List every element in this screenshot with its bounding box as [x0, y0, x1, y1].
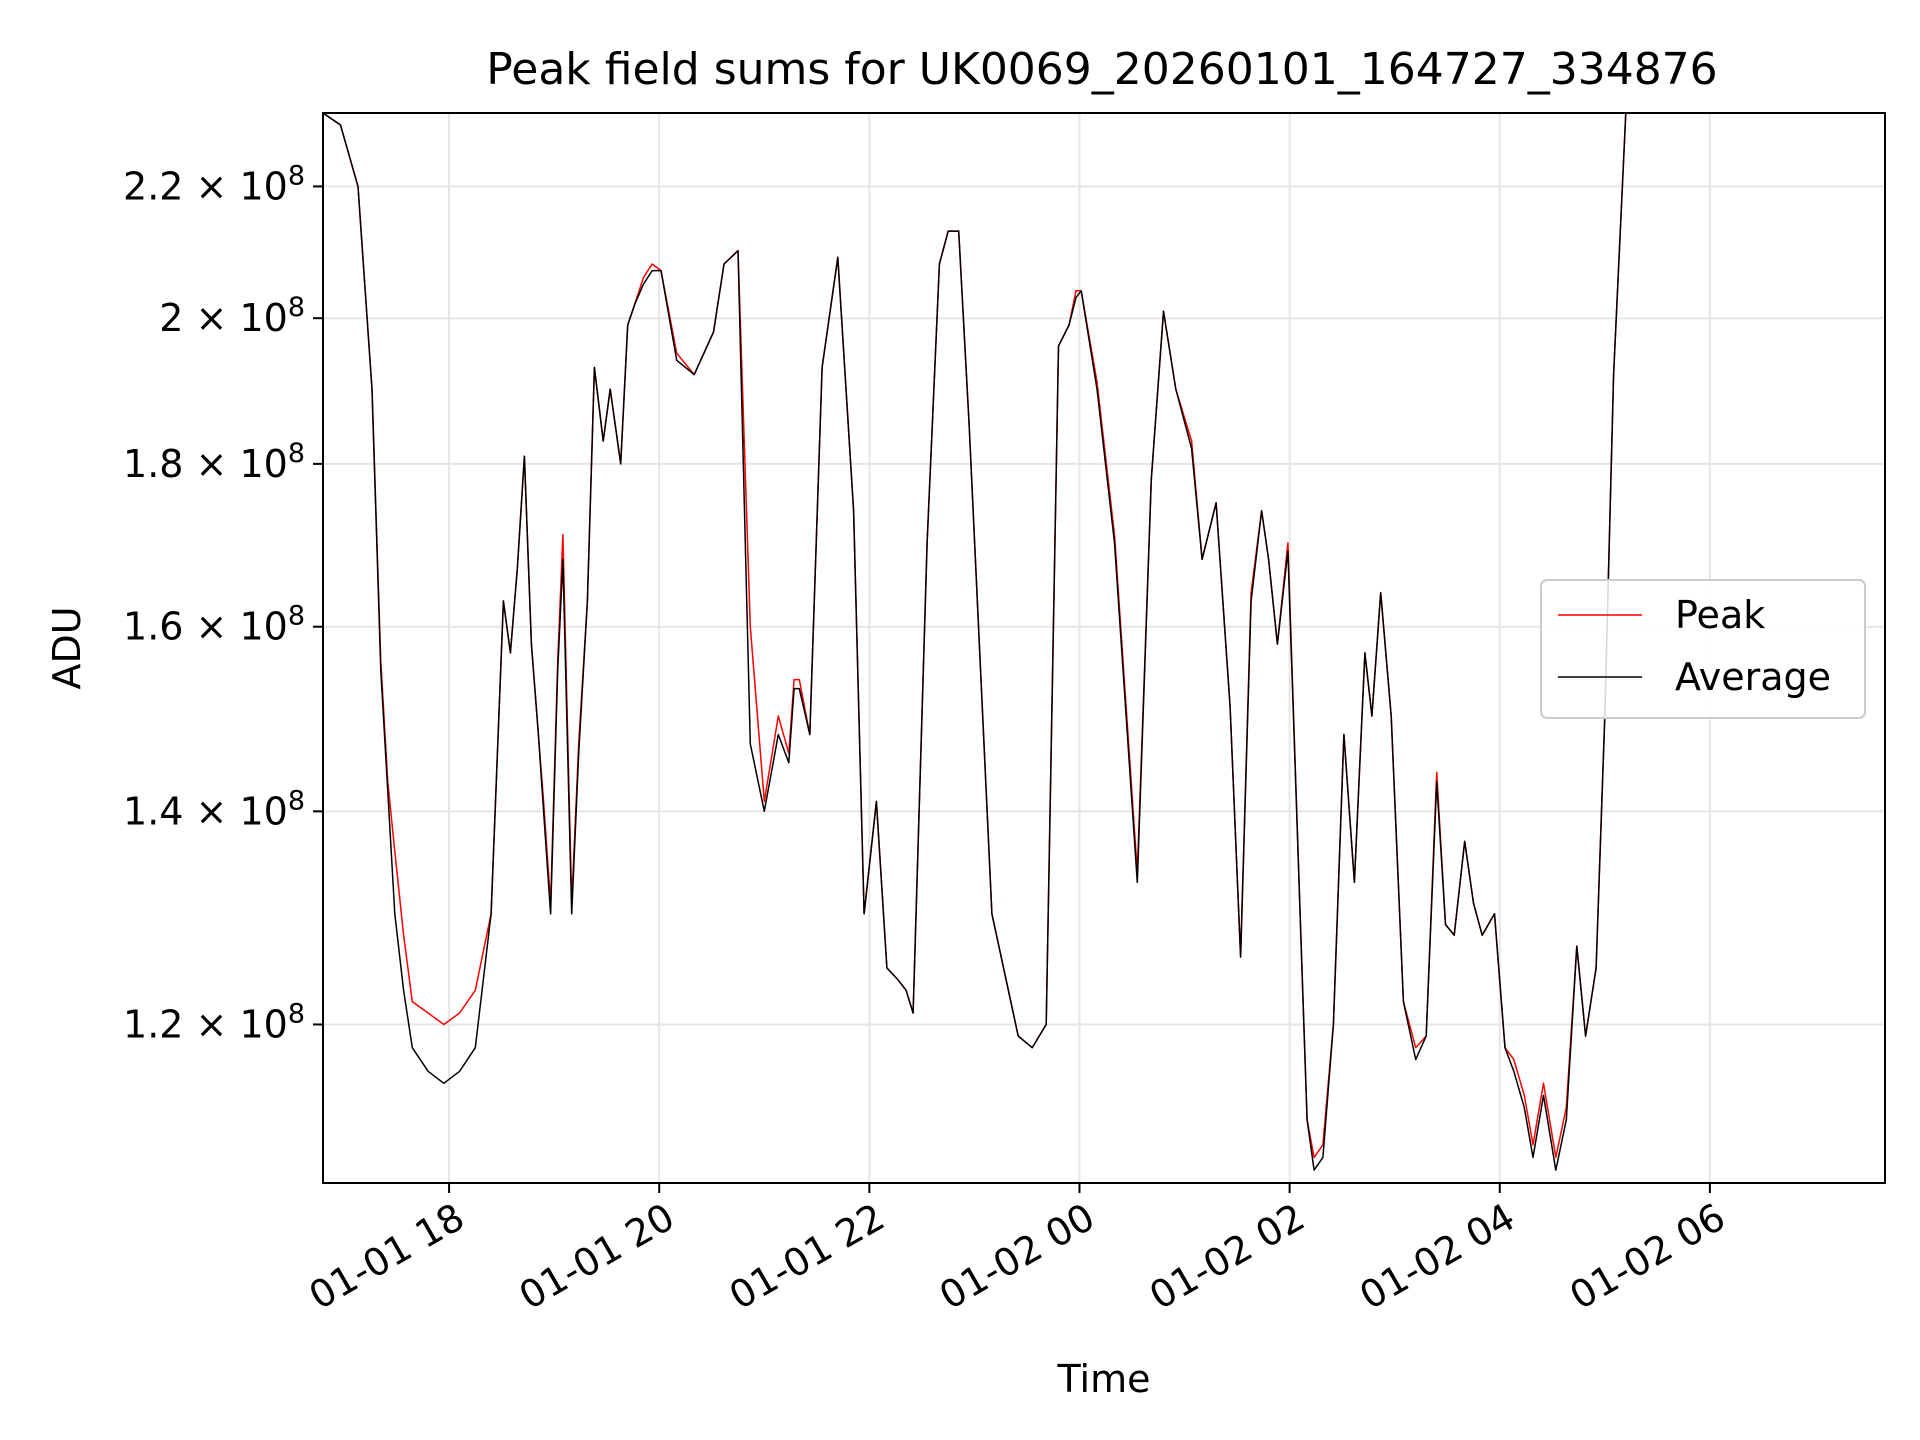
plot-frame — [322, 112, 1886, 1184]
legend-average-label: Average — [1675, 655, 1831, 699]
y-tick-label: 2.2 × 108 — [123, 160, 305, 208]
y-axis-label: ADU — [45, 606, 89, 689]
x-axis-label: Time — [1057, 1357, 1151, 1401]
y-tick-label: 1.8 × 108 — [123, 438, 305, 486]
y-tick-label: 1.2 × 108 — [123, 998, 305, 1046]
y-tick-label: 1.4 × 108 — [123, 785, 305, 833]
y-axis: 1.2 × 108 1.4 × 108 1.6 × 108 1.8 × 108 2 × … — [123, 160, 323, 1046]
chart-title: Peak field sums for UK0069_20260101_1647… — [486, 44, 1717, 95]
legend-peak-label: Peak — [1675, 593, 1765, 637]
series-line-average — [322, 112, 1627, 1171]
y-tick-label: 2 × 108 — [159, 292, 305, 340]
series-layer — [322, 112, 1627, 1171]
legend: Peak Average — [1540, 579, 1866, 719]
y-tick-label: 1.6 × 108 — [123, 601, 305, 649]
